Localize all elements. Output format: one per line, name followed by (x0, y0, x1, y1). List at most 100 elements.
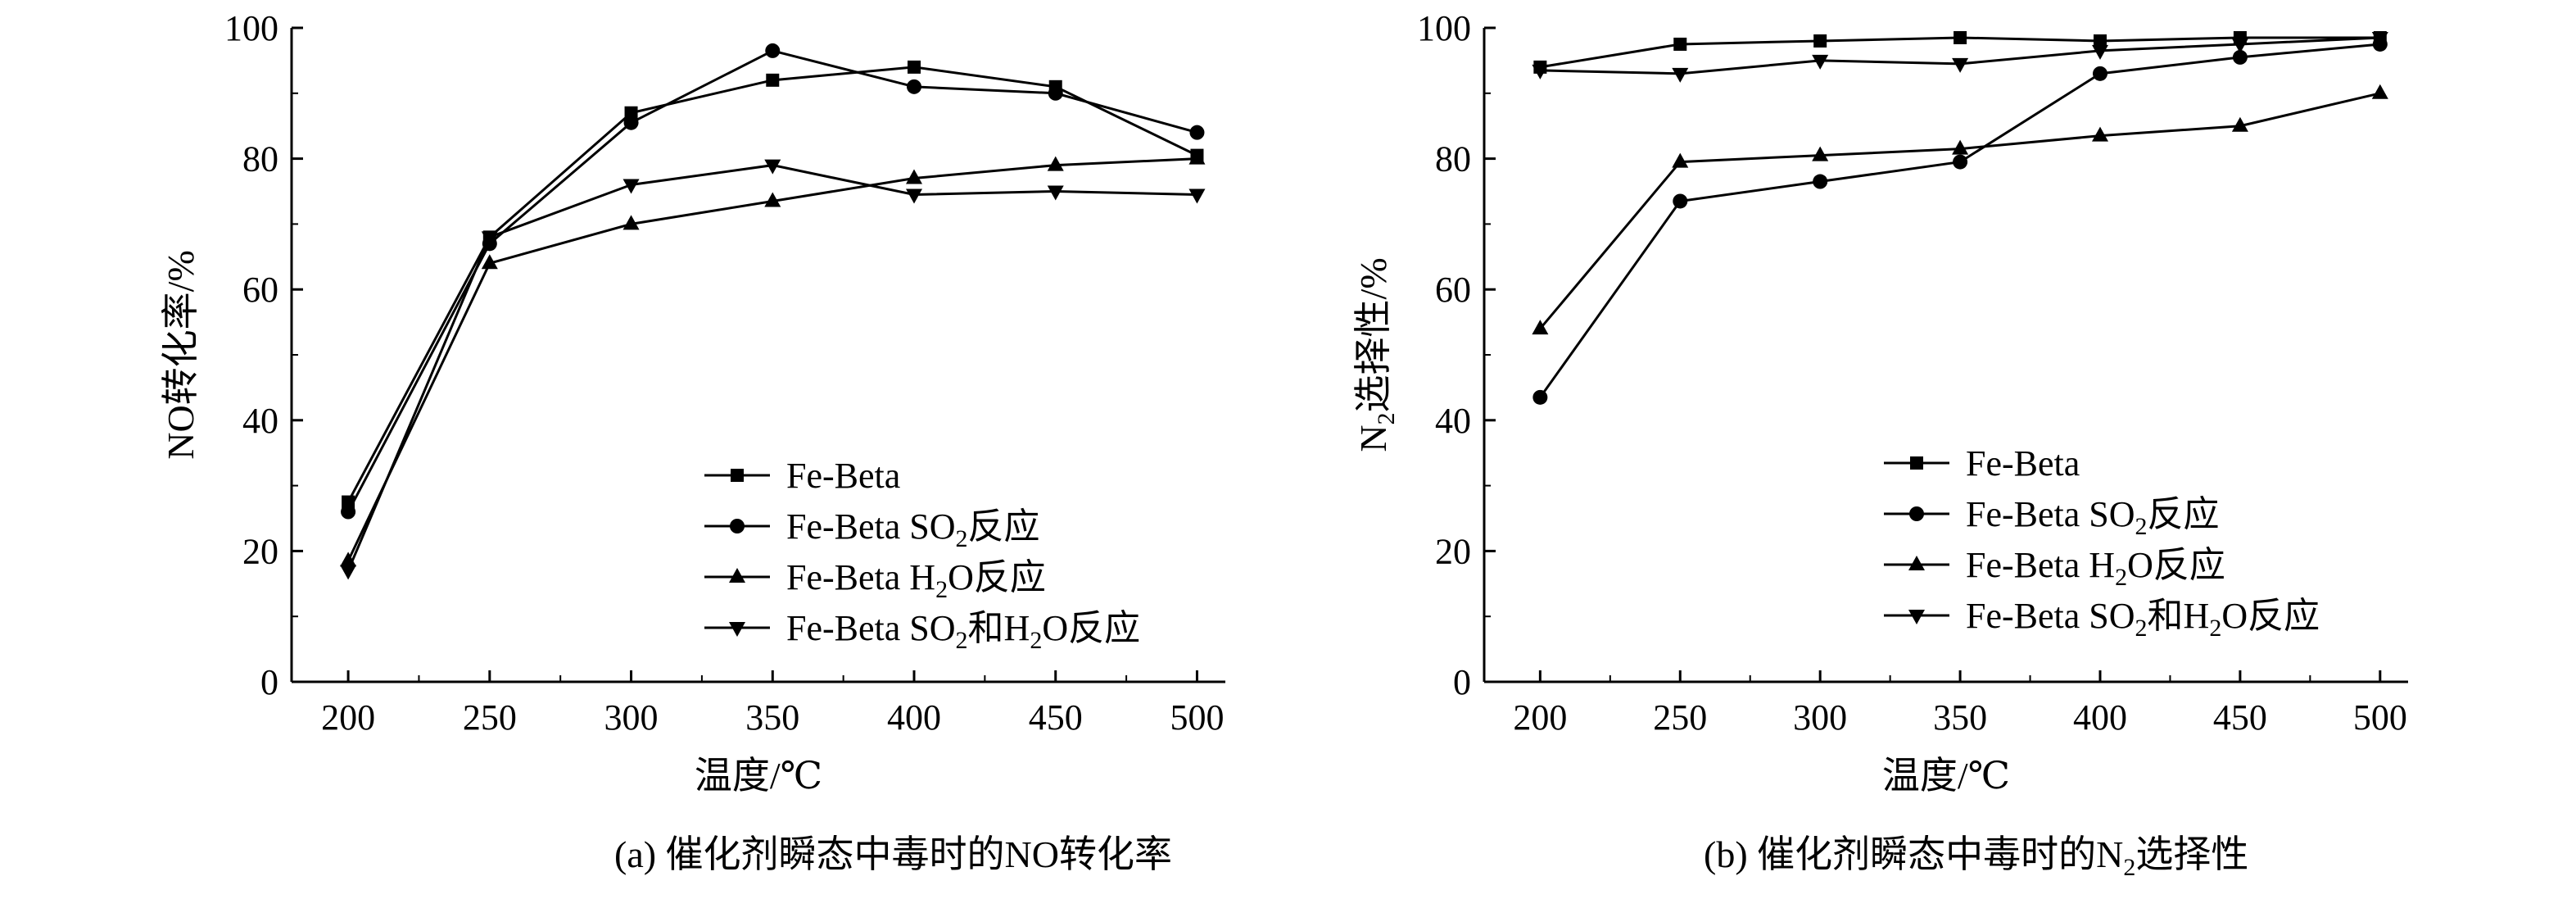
data-point (2092, 126, 2108, 142)
caption-subscript: 2 (2123, 854, 2135, 881)
legend-label: Fe-Beta H2O反应 (786, 557, 1046, 603)
series-line (346, 49, 1197, 513)
data-point (765, 43, 781, 58)
legend-item: Fe-Beta (704, 456, 900, 496)
x-axis-label: 温度/℃ (1882, 755, 2010, 797)
y-tick-label: 0 (1453, 662, 1471, 702)
legend-label-text: 和H (2148, 596, 2210, 636)
legend-label-subscript: 2 (935, 576, 948, 603)
y-axis-label-text: NO转化率/% (160, 250, 201, 460)
legend-label-subscript: 2 (956, 627, 968, 654)
x-tick-label: 500 (2353, 697, 2407, 738)
data-point (1952, 57, 1969, 73)
legend-label: Fe-Beta SO2和H2O反应 (1966, 596, 2320, 642)
y-tick-label: 80 (1435, 139, 1471, 179)
data-point (1954, 30, 1967, 44)
legend-item: Fe-Beta H2O反应 (1884, 545, 2225, 591)
legend-label: Fe-Beta (1966, 443, 2080, 484)
data-point (2231, 116, 2248, 132)
legend-label-text: Fe-Beta SO (1966, 596, 2135, 636)
legend-marker (729, 622, 745, 637)
series-3 (340, 149, 1206, 567)
legend-label-text: Fe-Beta H (786, 557, 935, 597)
data-point (766, 73, 780, 87)
data-point (2094, 34, 2107, 48)
x-axis-label: 温度/℃ (695, 755, 822, 797)
legend-label-subscript: 2 (2115, 564, 2127, 591)
x-tick-label: 500 (1170, 697, 1224, 738)
data-point (2371, 31, 2388, 47)
data-point (908, 60, 921, 74)
y-tick-label: 40 (242, 401, 278, 441)
legend-label-subscript: 2 (2135, 513, 2148, 540)
legend-label-text: 和H (968, 608, 1030, 648)
series-1 (342, 60, 1204, 509)
data-point (2231, 38, 2248, 53)
legend-label: Fe-Beta (786, 456, 900, 496)
y-tick-label: 80 (242, 139, 278, 179)
legend-item: Fe-Beta SO2和H2O反应 (704, 608, 1140, 654)
legend-label-text: Fe-Beta (1966, 443, 2080, 484)
data-point (764, 159, 781, 175)
legend-label-text: 反应 (968, 506, 1040, 547)
x-tick-label: 400 (2073, 697, 2127, 738)
data-point (906, 188, 922, 204)
data-point (1532, 320, 1549, 335)
legend-item: Fe-Beta SO2反应 (1884, 494, 2220, 540)
figure-caption: (a) 催化剂瞬态中毒时的NO转化率 (614, 833, 1172, 875)
x-tick-label: 400 (887, 697, 941, 738)
data-point (907, 79, 921, 94)
series-line (346, 157, 1197, 562)
series-4 (1532, 31, 2388, 83)
series-line (346, 164, 1197, 571)
data-point (2093, 66, 2107, 81)
y-axis-label: N2选择性/% (1352, 257, 1400, 452)
legend-label-text: Fe-Beta SO (786, 608, 956, 648)
data-point (2371, 84, 2388, 99)
legend-label-subscript: 2 (2209, 615, 2221, 642)
series-3 (1532, 84, 2388, 335)
series-4 (340, 159, 1206, 580)
legend-label-subscript: 2 (1030, 627, 1042, 654)
x-tick-label: 200 (1513, 697, 1567, 738)
y-tick-label: 40 (1435, 401, 1471, 441)
legend-label-text: O反应 (2127, 545, 2225, 585)
series-line (346, 66, 1198, 503)
data-point (341, 504, 356, 520)
legend-label-text: 反应 (2148, 494, 2220, 534)
legend-item: Fe-Beta H2O反应 (704, 557, 1046, 603)
legend-label: Fe-Beta H2O反应 (1966, 545, 2225, 591)
data-point (1813, 174, 1828, 189)
x-tick-label: 250 (463, 697, 517, 738)
caption-text: (b) 催化剂瞬态中毒时的N (1704, 833, 2123, 875)
legend-marker (1908, 556, 1925, 570)
legend-label-text: Fe-Beta (786, 456, 900, 496)
data-point (481, 254, 498, 270)
data-point (1672, 152, 1689, 168)
data-point (2092, 44, 2108, 60)
data-point (906, 169, 922, 184)
legend-label-text: O反应 (1042, 608, 1140, 648)
series-line (1539, 43, 2380, 398)
series-line (1539, 92, 2381, 330)
data-point (1952, 139, 1969, 155)
data-point (1189, 125, 1205, 140)
data-point (1813, 34, 1827, 48)
caption-text: 选择性 (2135, 833, 2248, 875)
data-point (1188, 188, 1206, 204)
data-point (1673, 37, 1687, 51)
legend-item: Fe-Beta SO2和H2O反应 (1884, 596, 2320, 642)
data-point (1048, 85, 1063, 101)
y-tick-label: 60 (242, 270, 278, 310)
data-point (622, 179, 640, 194)
chart-a: 0 20 40 60 80 100 200 250 300 350 400 450 500 温度/℃ NO转… (160, 8, 1225, 875)
legend-marker (1908, 610, 1925, 624)
y-tick-label: 60 (1435, 270, 1471, 310)
y-tick-label: 20 (242, 531, 278, 571)
legend-label-text: O反应 (2221, 596, 2320, 636)
data-point (1532, 64, 1549, 79)
series-2 (1532, 36, 2388, 405)
legend-label-text: Fe-Beta H (1966, 545, 2115, 585)
